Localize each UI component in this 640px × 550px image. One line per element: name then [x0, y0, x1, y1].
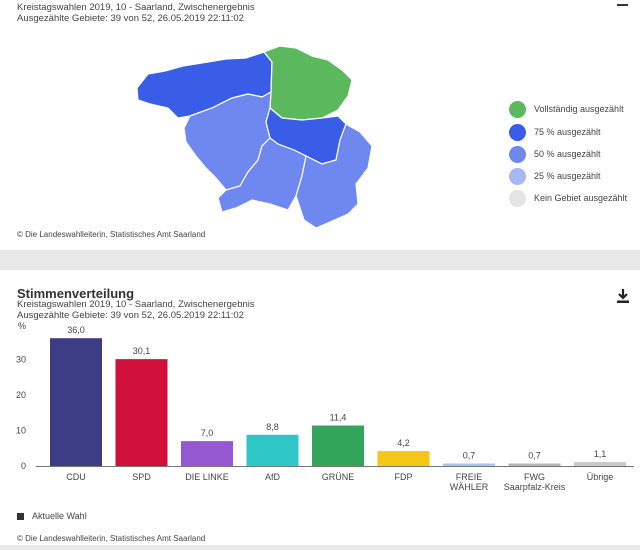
- y-axis-label: %: [18, 321, 26, 331]
- category-label: FREIE WÄHLER: [450, 472, 489, 492]
- chart-title: Stimmenverteilung: [17, 286, 135, 301]
- category-label: SPD: [132, 472, 151, 482]
- category-label: GRÜNE: [322, 472, 355, 482]
- chart-subtitle-line2: Ausgezählte Gebiete: 39 von 52, 26.05.20…: [17, 310, 244, 321]
- map-region-saarpfalz[interactable]: [295, 123, 373, 229]
- y-tick-label: 0: [21, 461, 26, 471]
- series-legend: Aktuelle Wahl: [17, 511, 87, 521]
- map-subtitle-line2: Ausgezählte Gebiete: 39 von 52, 26.05.20…: [17, 13, 244, 24]
- legend-dot-icon: [509, 146, 526, 163]
- legend-dot-icon: [509, 124, 526, 141]
- map-legend-label: 25 % ausgezählt: [534, 171, 601, 181]
- map-legend-label: Kein Gebiet ausgezählt: [534, 193, 628, 203]
- bar-value-label: 11,4: [330, 413, 347, 423]
- chart-subtitle-line1: Kreistagswahlen 2019, 10 - Saarland, Zwi…: [17, 299, 255, 310]
- map-panel: Kreistagswahlen 2019, 10 - Saarland, Zwi…: [0, 0, 640, 250]
- bar: [377, 451, 430, 466]
- bar: [312, 425, 364, 466]
- bar-chart: % 0 10 20 30 36,0 CDU 30,1 SPD 7,0 DIE LINKE 8,8 AfD…: [16, 321, 634, 492]
- series-legend-label: Aktuelle Wahl: [32, 511, 87, 521]
- category-label: Übrige: [587, 472, 614, 482]
- y-tick-label: 30: [16, 355, 26, 365]
- bar-value-label: 8,8: [266, 422, 279, 432]
- saarland-map: [136, 45, 373, 229]
- bar: [246, 434, 299, 466]
- category-label: FDP: [395, 472, 413, 482]
- legend-square-icon: [17, 513, 24, 521]
- bar: [181, 441, 233, 466]
- bar: [508, 463, 561, 466]
- chart-panel: Stimmenverteilung Kreistagswahlen 2019, …: [0, 270, 640, 545]
- legend-dot-icon: [509, 101, 526, 118]
- bar-value-label: 4,2: [397, 438, 410, 448]
- bar-value-label: 7,0: [201, 428, 214, 438]
- download-icon[interactable]: [617, 289, 629, 303]
- y-tick-label: 10: [16, 426, 26, 436]
- legend-dot-icon: [509, 168, 526, 185]
- map-legend-label: 75 % ausgezählt: [534, 127, 601, 137]
- map-legend-label: Vollständig ausgezählt: [534, 104, 624, 114]
- map-region-saarbruecken[interactable]: [217, 137, 307, 213]
- bar-value-label: 1,1: [594, 449, 607, 459]
- map-credit: © Die Landeswahlleiterin, Statistisches …: [17, 230, 206, 239]
- map-legend-label: 50 % ausgezählt: [534, 149, 601, 159]
- collapse-icon[interactable]: [617, 4, 628, 6]
- bar-value-label: 0,7: [528, 451, 541, 461]
- bar-value-label: 0,7: [463, 451, 476, 461]
- bar-value-label: 30,1: [133, 346, 151, 356]
- bar-value-label: 36,0: [67, 325, 85, 335]
- map-region-st-wendel[interactable]: [263, 45, 353, 121]
- chart-credit: © Die Landeswahlleiterin, Statistisches …: [17, 534, 206, 543]
- map-subtitle-line1: Kreistagswahlen 2019, 10 - Saarland, Zwi…: [17, 2, 255, 13]
- bar: [574, 462, 626, 466]
- category-label: CDU: [66, 472, 86, 482]
- category-label: FWG Saarpfalz-Kreis: [504, 472, 566, 492]
- bar: [443, 463, 495, 466]
- bar: [115, 359, 168, 466]
- category-label: DIE LINKE: [185, 472, 229, 482]
- category-label: AfD: [265, 472, 281, 482]
- legend-dot-icon: [509, 190, 526, 207]
- y-tick-label: 20: [16, 390, 26, 400]
- bar: [50, 338, 102, 466]
